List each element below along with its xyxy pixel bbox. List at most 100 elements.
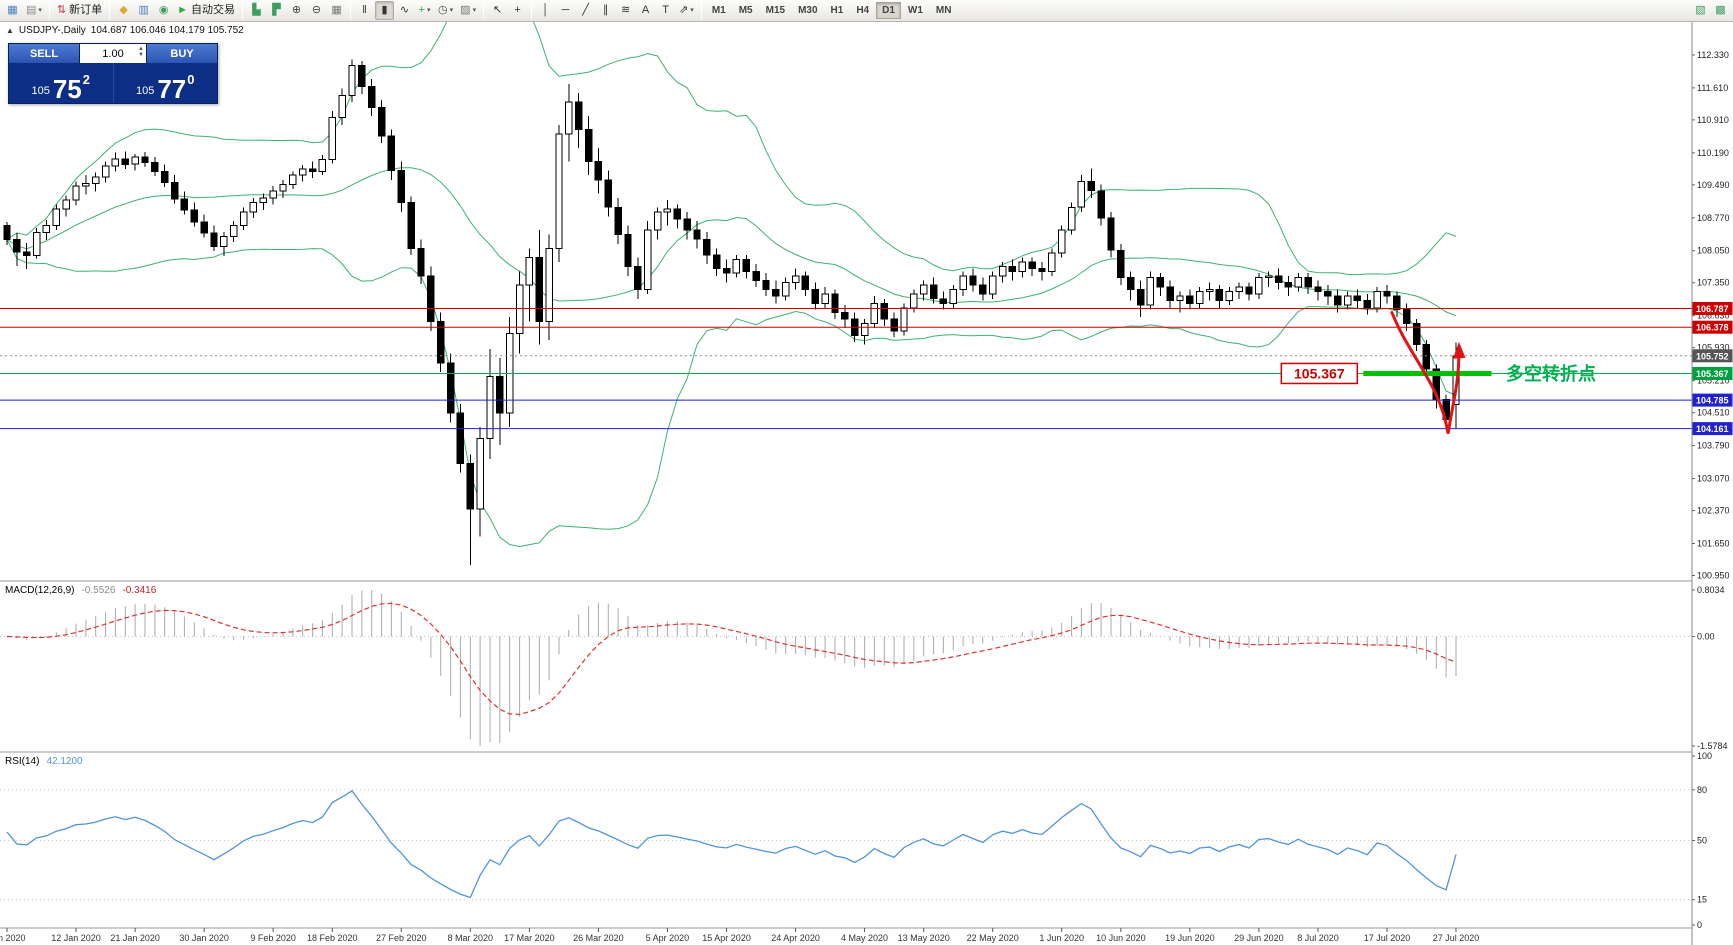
buy-price-sup: 0 (187, 72, 195, 87)
fullscreen-button[interactable]: ▩ (1711, 1, 1730, 20)
spinner-down-icon[interactable]: ▼ (138, 52, 144, 58)
arrows-button[interactable]: ⇗ ▾ (676, 1, 697, 20)
periods-button[interactable]: ◷ ▾ (435, 1, 456, 20)
candle (644, 229, 652, 291)
candle (1432, 368, 1440, 400)
macd-tick: -1.5784 (1697, 741, 1728, 751)
sell-price-sup: 2 (82, 72, 90, 87)
text-label-button[interactable]: T (656, 1, 675, 20)
candle (170, 182, 179, 200)
arrange-windows-button[interactable]: ▧ (1691, 1, 1710, 20)
trendline-button[interactable]: ╱ (576, 1, 595, 20)
channel-button[interactable]: ∥ (596, 1, 615, 20)
navigator-button-glyph: ▛ (272, 4, 281, 16)
rsi-panel[interactable] (0, 789, 1692, 901)
tile-windows-button[interactable]: ▦ (327, 1, 346, 20)
timeframe-m1-label: M1 (711, 5, 726, 16)
timeframe-mn[interactable]: MN (930, 2, 958, 19)
rsi-tick: 80 (1697, 785, 1707, 795)
trendline-button-glyph: ╱ (582, 4, 589, 16)
volume-spinner[interactable]: ▲ ▼ (138, 46, 144, 58)
line-chart-button[interactable]: ∿ (395, 1, 414, 20)
panel-collapse-icon[interactable]: ▲ (6, 26, 14, 35)
market-watch-button-glyph: ▥ (138, 4, 149, 16)
rsi-tick: 15 (1697, 895, 1707, 905)
price-tick: 103.070 (1697, 474, 1730, 484)
trade-level-label-box[interactable] (1280, 362, 1359, 385)
new-order-button[interactable]: ⇅ 新订单 (54, 1, 105, 20)
zoom-out-button[interactable]: ⊖ (307, 1, 326, 20)
date-label: 17 Jul 2020 (1364, 933, 1411, 943)
candle (1245, 286, 1253, 295)
candlestick-chart-button[interactable]: ▮ (375, 1, 395, 20)
chart-svg[interactable]: 105.367 112.330 111.610 110.910 110.190 109.4… (0, 22, 1733, 945)
bar-chart-button[interactable]: ‖ (355, 1, 374, 20)
crosshair-button[interactable]: + (508, 1, 527, 20)
metaeditor-button[interactable]: ◆ (114, 1, 133, 20)
toolbar-separator (483, 2, 485, 19)
buy-button[interactable]: BUY (147, 44, 217, 63)
main-chart-plot[interactable]: 105.367 (0, 22, 1692, 565)
candle (1294, 277, 1302, 288)
zoom-out-button-glyph: ⊖ (311, 4, 322, 16)
sell-price[interactable]: 105 75 2 (9, 63, 114, 103)
volume-input[interactable]: 1.00 ▲ ▼ (79, 44, 147, 63)
chart-profiles-button-glyph: ▤ (26, 4, 37, 16)
rsi-label: RSI(14) 42.1200 (5, 756, 83, 767)
date-label: 13 May 2020 (898, 933, 950, 943)
spinner-up-icon[interactable]: ▲ (138, 46, 144, 52)
date-label: 8 Mar 2020 (448, 933, 494, 943)
fullscreen-button-glyph: ▩ (1715, 4, 1726, 16)
horizontal-line-button[interactable]: ─ (556, 1, 575, 20)
trend-arrow[interactable] (1390, 311, 1461, 434)
indicators-button[interactable]: + ▾ (415, 1, 434, 20)
date-label: Jan 2020 (0, 933, 26, 943)
periods-button-caret: ▾ (449, 7, 454, 14)
timeframe-m1[interactable]: M1 (706, 2, 732, 19)
cursor-button[interactable]: ↖ (488, 1, 507, 20)
timeframe-h4[interactable]: H4 (850, 2, 875, 19)
price-tag-text: 106.378 (1696, 323, 1729, 333)
candle (466, 462, 475, 510)
sell-button[interactable]: SELL (9, 44, 79, 63)
chart-profiles-button[interactable]: ▤ ▾ (23, 1, 45, 20)
vertical-line-button[interactable]: │ (536, 1, 555, 20)
timeframe-m30[interactable]: M30 (792, 2, 823, 19)
candle (821, 293, 829, 304)
templates-button[interactable]: ▨ ▾ (457, 1, 479, 20)
price-tick: 105.210 (1697, 376, 1730, 386)
date-label: 27 Jul 2020 (1433, 933, 1480, 943)
candle (111, 158, 120, 167)
navigator-button[interactable]: ▛ (267, 1, 286, 20)
timeframe-w1[interactable]: W1 (902, 2, 929, 19)
autotrading-button[interactable]: ► 自动交易 (174, 1, 238, 20)
zoom-in-button[interactable]: ⊕ (287, 1, 306, 20)
timeframe-d1[interactable]: D1 (876, 2, 901, 19)
timeframe-h1[interactable]: H1 (825, 2, 850, 19)
time-scale[interactable] (0, 929, 1692, 945)
price-scale[interactable] (1692, 22, 1733, 945)
candle (880, 302, 888, 320)
date-label: 1 Jun 2020 (1039, 933, 1084, 943)
timeframe-m5[interactable]: M5 (733, 2, 759, 19)
market-watch-button[interactable]: ▥ (134, 1, 153, 20)
bb-lower-band (6, 239, 1457, 548)
new-chart-button[interactable]: ▦ (3, 1, 22, 20)
rsi-tick: 0 (1697, 920, 1702, 930)
sell-price-main: 105 (31, 85, 50, 97)
macd-panel[interactable] (0, 590, 1692, 746)
candle (180, 198, 189, 211)
candle (910, 293, 918, 309)
buy-price[interactable]: 105 77 0 (114, 63, 218, 103)
candle (377, 107, 386, 137)
date-label: 8 Jul 2020 (1297, 933, 1339, 943)
toolbar-separator (48, 2, 50, 19)
timeframe-m15[interactable]: M15 (760, 2, 791, 19)
text-button[interactable]: A (636, 1, 655, 20)
data-window-button[interactable]: ▙ (247, 1, 266, 20)
candle (151, 161, 159, 172)
toolbar-separator (350, 2, 352, 19)
strategy-tester-button[interactable]: ◉ (154, 1, 173, 20)
date-label: 10 Jun 2020 (1096, 933, 1146, 943)
fibonacci-button[interactable]: ≋ (616, 1, 635, 20)
